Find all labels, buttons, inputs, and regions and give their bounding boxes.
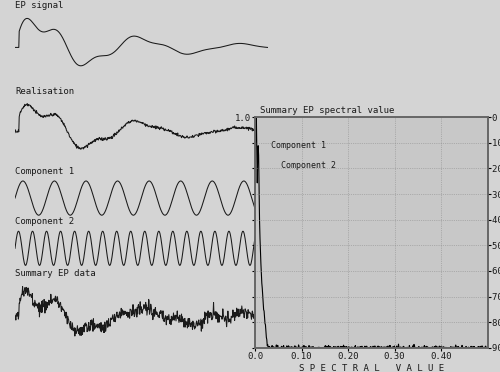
Text: Component 2: Component 2 [280,161,336,170]
Text: Summary EP spectral value: Summary EP spectral value [260,106,394,115]
X-axis label: S P E C T R A L   V A L U E: S P E C T R A L V A L U E [298,364,444,372]
Text: Summary EP data: Summary EP data [15,269,96,278]
Text: Component 1: Component 1 [272,141,326,150]
Text: Component 2: Component 2 [15,218,74,227]
Text: EP signal: EP signal [15,1,64,10]
Text: Realisation: Realisation [15,87,74,96]
Text: Component 1: Component 1 [15,167,74,176]
